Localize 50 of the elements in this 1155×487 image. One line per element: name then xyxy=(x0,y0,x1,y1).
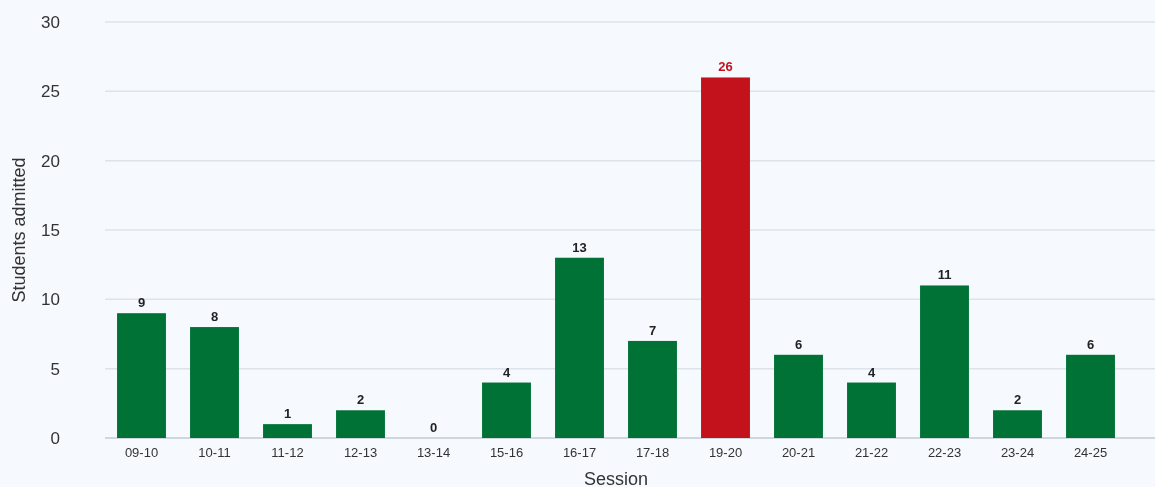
y-tick-label: 0 xyxy=(50,428,60,448)
bar xyxy=(117,313,166,438)
y-tick-label: 25 xyxy=(41,82,60,102)
x-tick-label: 16-17 xyxy=(562,445,597,460)
data-label: 2 xyxy=(1013,392,1022,408)
x-tick-label: 15-16 xyxy=(489,445,524,460)
x-tick-label: 24-25 xyxy=(1073,445,1108,460)
x-tick-label: 22-23 xyxy=(927,445,962,460)
bar xyxy=(555,257,604,438)
x-tick-label: 10-11 xyxy=(198,445,231,460)
data-label: 4 xyxy=(502,364,511,380)
y-tick-label: 20 xyxy=(41,151,60,171)
bar xyxy=(920,285,969,438)
y-tick-label: 5 xyxy=(50,359,60,379)
x-axis-title: Session xyxy=(583,469,649,487)
y-axis-title: Students admitted xyxy=(9,157,29,303)
data-label: 8 xyxy=(210,309,219,325)
x-tick-label: 19-20 xyxy=(708,445,743,460)
y-tick-label: 30 xyxy=(41,12,60,32)
x-tick-label: 13-14 xyxy=(416,445,451,460)
bar xyxy=(628,340,677,438)
data-label: 7 xyxy=(648,322,657,338)
data-label: 4 xyxy=(867,364,876,380)
bar xyxy=(190,327,239,438)
y-tick-label: 15 xyxy=(41,220,60,240)
bar xyxy=(701,77,750,438)
bar xyxy=(774,354,823,438)
data-label: 6 xyxy=(794,336,803,352)
data-label: 9 xyxy=(137,295,146,311)
data-label: 1 xyxy=(283,406,292,422)
x-tick-label: 12-13 xyxy=(343,445,378,460)
x-tick-label: 11-12 xyxy=(271,445,304,460)
x-tick-label: 20-21 xyxy=(781,445,816,460)
x-tick-label: 21-22 xyxy=(854,445,889,460)
bar xyxy=(847,382,896,438)
data-label: 0 xyxy=(429,420,438,435)
x-tick-label: 23-24 xyxy=(1000,445,1035,460)
bar xyxy=(482,382,531,438)
data-label: 26 xyxy=(718,59,733,75)
bar xyxy=(1066,354,1115,438)
data-label: 13 xyxy=(572,239,587,255)
data-label: 6 xyxy=(1086,336,1095,352)
bar xyxy=(993,410,1042,438)
data-label: 11 xyxy=(937,267,952,283)
x-tick-label: 09-10 xyxy=(124,445,159,460)
bar xyxy=(336,410,385,438)
data-label: 2 xyxy=(356,392,365,408)
x-tick-label: 17-18 xyxy=(635,445,670,460)
y-tick-label: 10 xyxy=(41,290,60,310)
bar xyxy=(263,424,312,438)
